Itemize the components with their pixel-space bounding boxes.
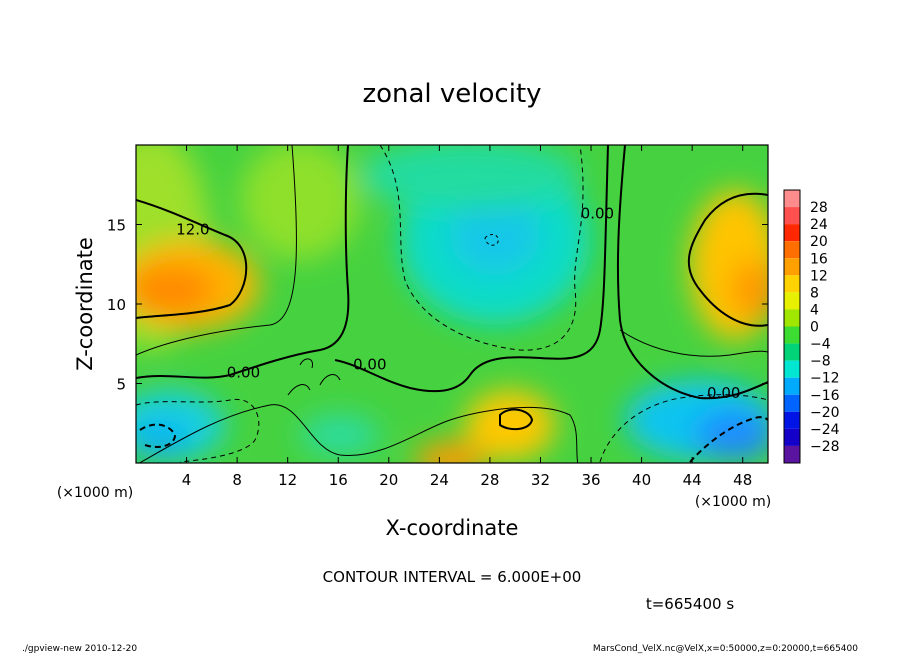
x-tick-label: 28 bbox=[480, 471, 499, 489]
colorbar-swatch bbox=[784, 360, 800, 378]
colorbar-swatch bbox=[784, 224, 800, 242]
x-tick-label: 16 bbox=[329, 471, 348, 489]
contour-label: 0.00 bbox=[581, 205, 614, 223]
colorbar-label: 12 bbox=[810, 268, 828, 284]
chart-title: zonal velocity bbox=[362, 79, 541, 109]
colorbar-label: −16 bbox=[810, 388, 840, 404]
contour-label: 12.0 bbox=[176, 220, 209, 238]
contour-6-thin bbox=[136, 145, 298, 356]
y-axis-title: Z-coordinate bbox=[73, 237, 97, 371]
colorbar-swatch bbox=[784, 377, 800, 395]
colorbar-label: 8 bbox=[810, 285, 819, 301]
colorbar-swatch bbox=[784, 190, 800, 208]
contour-neg-right bbox=[599, 394, 768, 463]
contour-label-text: 0.00 bbox=[227, 364, 260, 382]
colorbar-swatch bbox=[784, 207, 800, 225]
colorbar-swatch bbox=[784, 445, 800, 463]
y-axis-unit: (×1000 m) bbox=[57, 485, 133, 501]
contour-0-right bbox=[616, 145, 768, 400]
contour-lines bbox=[136, 145, 768, 463]
x-tick-label: 48 bbox=[733, 471, 752, 489]
contour-neg-mid bbox=[379, 145, 584, 351]
contour-0-left bbox=[136, 145, 350, 379]
colorbar-label: −24 bbox=[810, 422, 840, 438]
contour-0-mid bbox=[334, 145, 609, 393]
colorbar-frame bbox=[783, 189, 801, 464]
colorbar-label: 0 bbox=[810, 320, 819, 336]
contour-neg12-right bbox=[689, 416, 768, 463]
x-tick-label: 32 bbox=[531, 471, 550, 489]
colorbar-label: 24 bbox=[810, 217, 828, 233]
x-axis-title: X-coordinate bbox=[386, 516, 519, 540]
y-tick-label: 15 bbox=[107, 217, 126, 235]
contour-wiggle bbox=[287, 358, 341, 396]
colorbar-label: 4 bbox=[810, 302, 819, 318]
colorbar-swatch bbox=[784, 411, 800, 429]
x-axis: 4 8 12 16 20 24 28 32 36 40 44 48 bbox=[182, 145, 752, 489]
footer-left: ./gpview-new 2010-12-20 bbox=[22, 644, 137, 654]
contour-12-right bbox=[687, 192, 768, 327]
plot-area bbox=[136, 145, 768, 463]
colorbar-label: 20 bbox=[810, 234, 828, 250]
x-tick-label: 40 bbox=[632, 471, 651, 489]
y-tick-label: 10 bbox=[107, 296, 126, 314]
colorbar-label: −4 bbox=[810, 337, 831, 353]
x-tick-label: 24 bbox=[430, 471, 449, 489]
contour-label-text: 0.00 bbox=[581, 205, 614, 223]
colorbar-swatch bbox=[784, 394, 800, 412]
colorbar-swatch bbox=[784, 343, 800, 361]
x-tick-label: 36 bbox=[581, 471, 600, 489]
contour-18 bbox=[499, 408, 534, 431]
contour-label: 0.00 bbox=[707, 384, 740, 402]
colorbar-label: −28 bbox=[810, 439, 840, 455]
contour-neg12-left bbox=[139, 423, 177, 448]
colorbar-swatch bbox=[784, 241, 800, 259]
colorbar-swatch bbox=[784, 428, 800, 446]
contour-interval-text: CONTOUR INTERVAL = 6.000E+00 bbox=[323, 568, 582, 586]
colorbar-label: 28 bbox=[810, 200, 828, 216]
contour-label-text: 0.00 bbox=[707, 384, 740, 402]
x-tick-label: 44 bbox=[683, 471, 702, 489]
x-axis-unit: (×1000 m) bbox=[695, 494, 771, 510]
x-tick-label: 8 bbox=[232, 471, 242, 489]
contour-label-text: 0.00 bbox=[353, 356, 386, 374]
time-text: t=665400 s bbox=[646, 595, 734, 613]
contour-labels: 12.0 0.00 0.00 0.00 0.00 bbox=[176, 205, 740, 403]
colorbar-label: −8 bbox=[810, 354, 831, 370]
contour-6-thin-c bbox=[619, 329, 768, 357]
contour-6-thin-b bbox=[138, 404, 579, 463]
colorbar-swatch bbox=[784, 326, 800, 344]
colorbar-swatch bbox=[784, 275, 800, 293]
contour-label: 0.00 bbox=[227, 364, 260, 382]
contour-neg-center bbox=[484, 234, 499, 246]
colorbar-label: −12 bbox=[810, 371, 840, 387]
colorbar-label: −20 bbox=[810, 405, 840, 421]
x-tick-label: 12 bbox=[278, 471, 297, 489]
y-axis: 5 10 15 bbox=[107, 217, 768, 394]
contour-12 bbox=[136, 199, 248, 319]
y-tick-label: 5 bbox=[116, 376, 126, 394]
colorbar-label: 16 bbox=[810, 251, 828, 267]
contour-label: 0.00 bbox=[353, 356, 386, 374]
colorbar-swatch bbox=[784, 258, 800, 276]
contour-label-text: 12.0 bbox=[176, 220, 209, 238]
footer-right: MarsCond_VelX.nc@VelX,x=0:50000,z=0:2000… bbox=[593, 644, 858, 654]
colorbar-swatch bbox=[784, 309, 800, 327]
colorbar-swatch bbox=[784, 292, 800, 310]
x-tick-label: 20 bbox=[379, 471, 398, 489]
x-tick-label: 4 bbox=[182, 471, 192, 489]
